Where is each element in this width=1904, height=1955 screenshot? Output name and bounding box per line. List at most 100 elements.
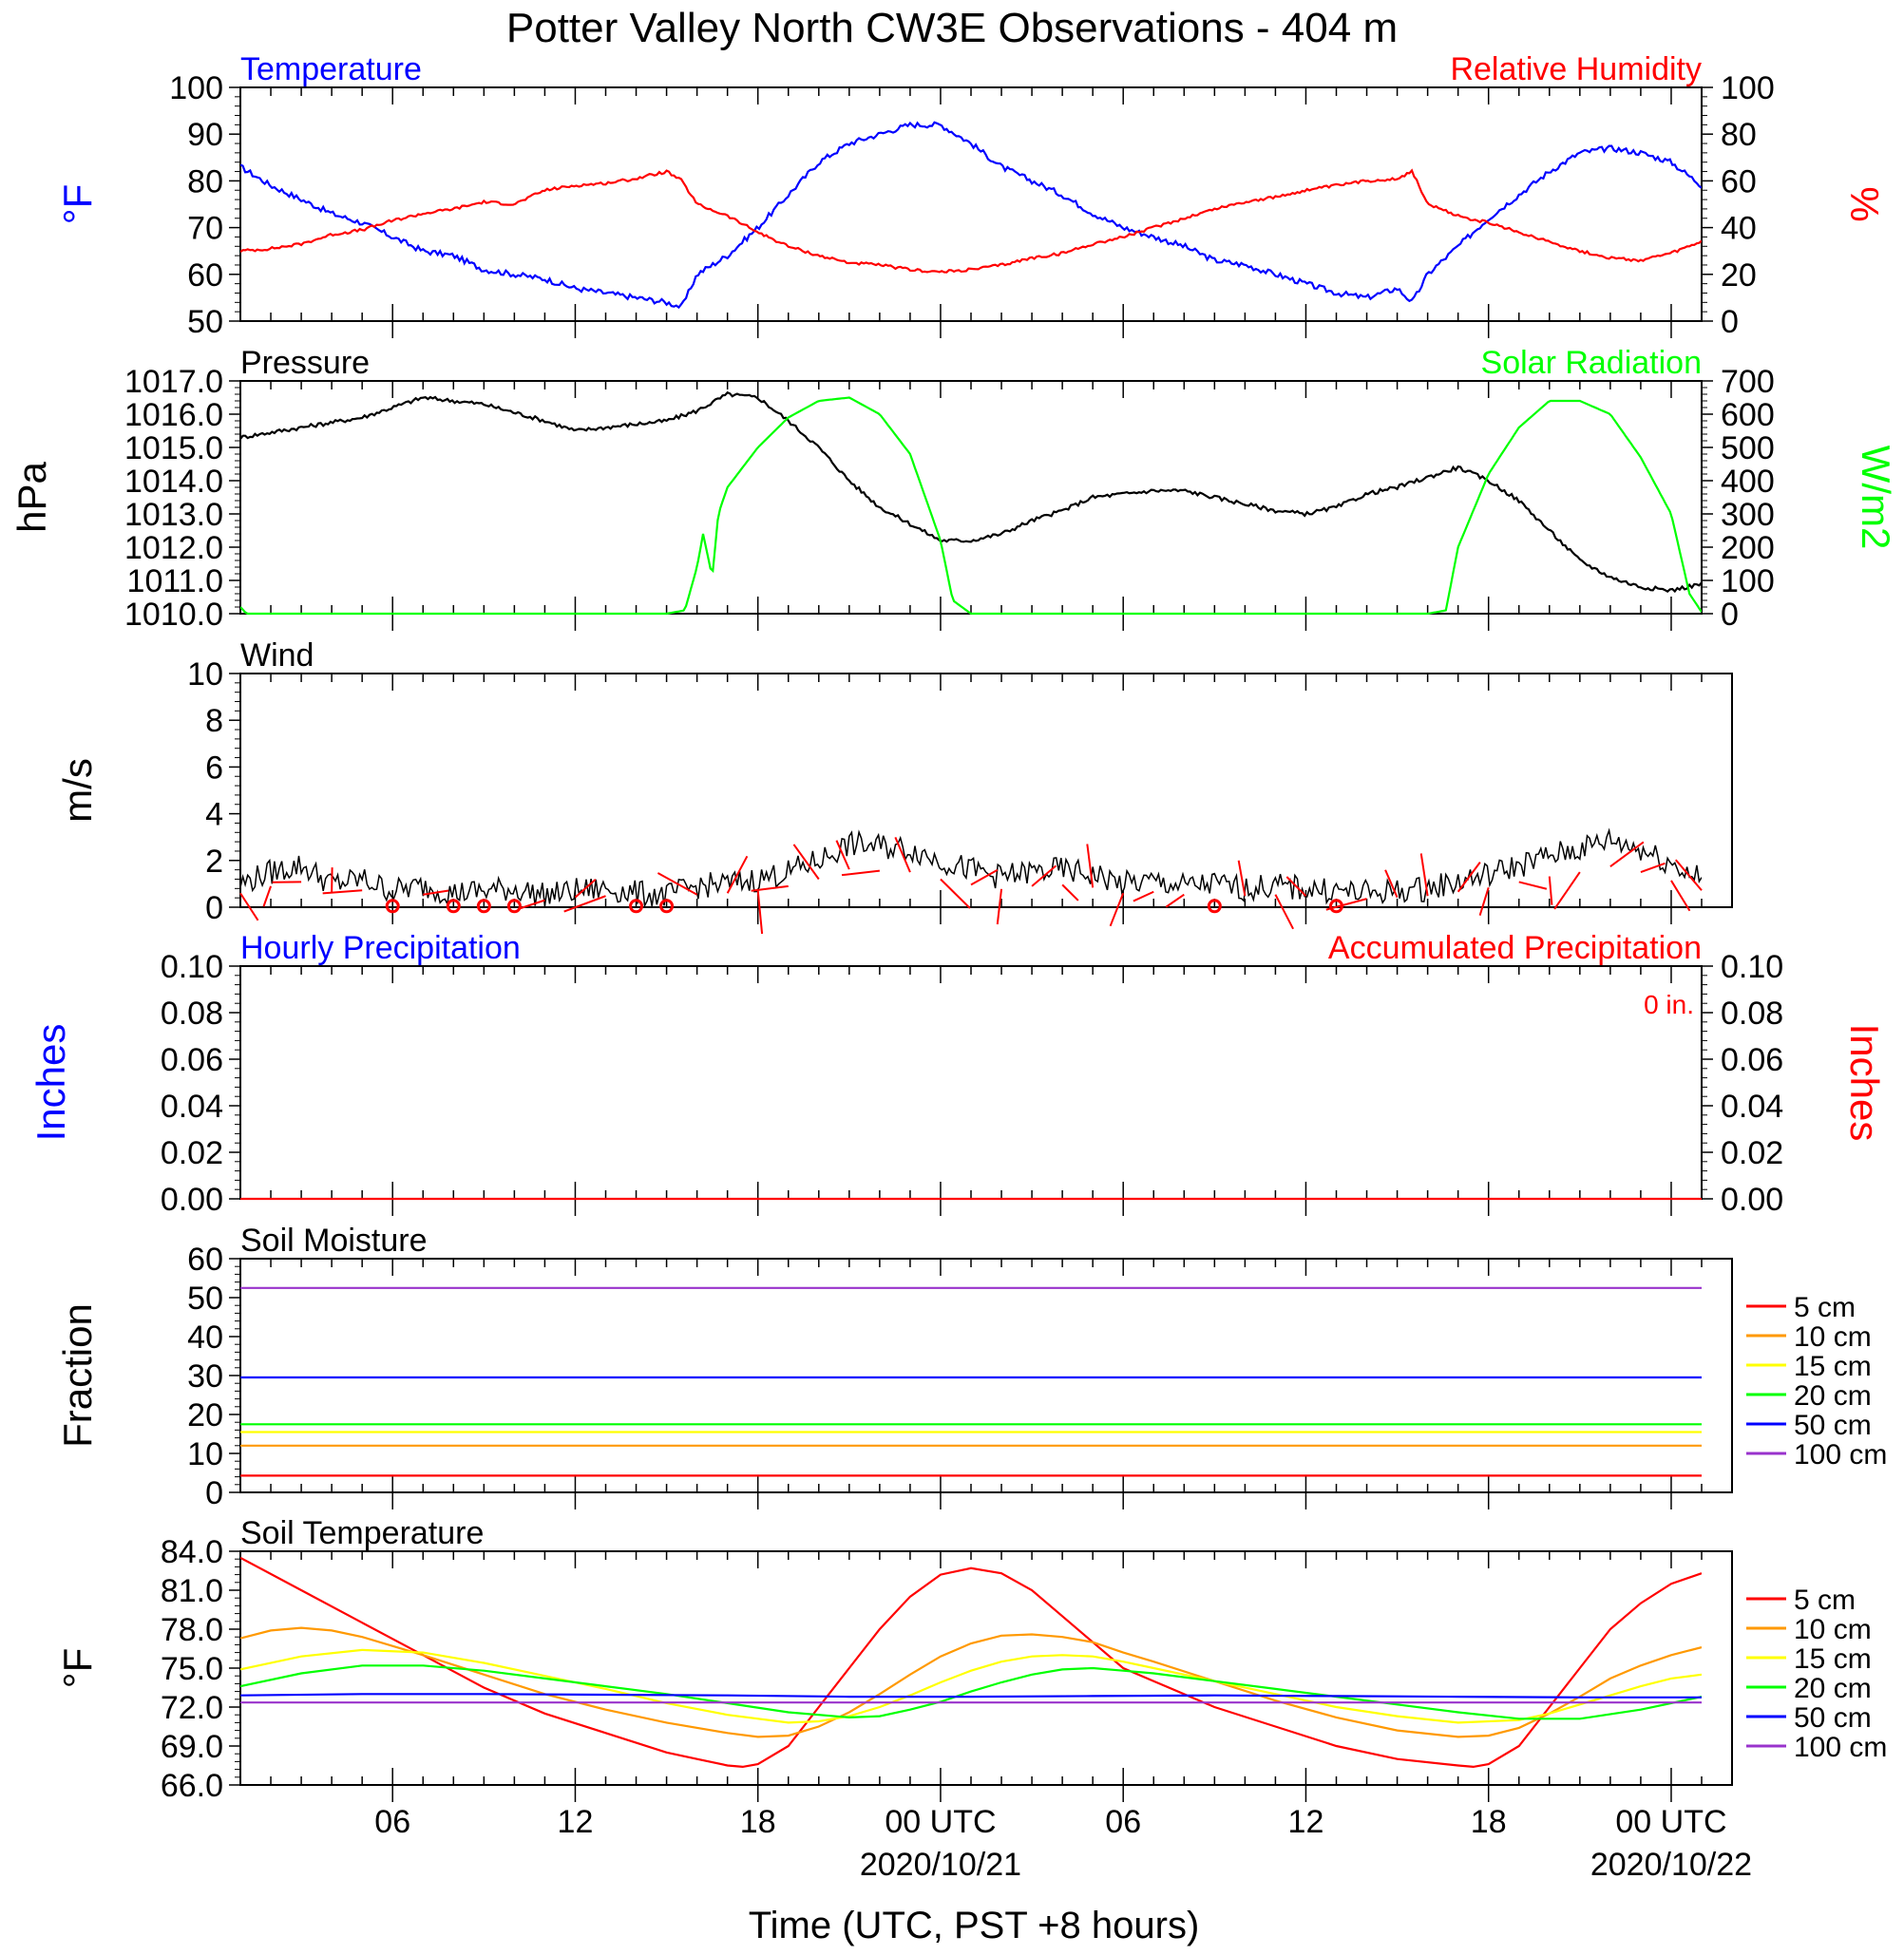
wind-barb: [322, 889, 363, 895]
y-tick-label-right: 0.00: [1721, 1182, 1783, 1218]
wind-barb: [1548, 876, 1553, 905]
panel-frame: [239, 965, 1703, 1200]
panel-title-left: Temperature: [240, 51, 422, 87]
wind-barb: [657, 872, 698, 896]
y-tick-label-left: 50: [187, 304, 223, 340]
wind-barb: [1384, 869, 1399, 899]
panel-1: 50 60 70 80 90 100 0 20 40 60 80 100 Temperature Rela…: [55, 51, 1887, 340]
legend-label: 100 cm: [1794, 1439, 1887, 1471]
wind-barb: [970, 868, 999, 886]
y-tick-label-right: 0.04: [1721, 1089, 1783, 1125]
accumulated-total-label: 0 in.: [1644, 990, 1694, 1019]
calm-wind-marker: [659, 899, 675, 914]
figure-title: Potter Valley North CW3E Observations - …: [506, 5, 1398, 51]
legend-label: 20 cm: [1794, 1380, 1872, 1412]
y-tick-label-right: 300: [1721, 497, 1775, 533]
y-tick-label-left: 1016.0: [124, 397, 223, 433]
y-tick-label-left: 8: [205, 703, 223, 739]
y-tick-label-right: 0.02: [1721, 1135, 1783, 1171]
y-tick-label-left: 50: [187, 1281, 223, 1317]
y-axis-label-left: °F: [55, 184, 100, 224]
y-tick-label-right: 0: [1721, 304, 1739, 340]
wind-barb: [423, 889, 449, 896]
y-tick-label-right: 600: [1721, 397, 1775, 433]
legend-label: 50 cm: [1794, 1702, 1872, 1734]
y-axis-label-left: hPa: [10, 461, 54, 532]
y-tick-label-right: 0.08: [1721, 996, 1783, 1032]
y-tick-label-left: 0.08: [161, 996, 223, 1032]
y-tick-label-left: 10: [187, 1436, 223, 1472]
y-tick-label-left: 100: [169, 70, 223, 106]
wind-barb: [1086, 844, 1095, 888]
wind-barb: [1133, 890, 1154, 902]
wind-barb: [894, 836, 911, 873]
series-line-20-cm: [240, 1664, 1702, 1720]
y-tick-label-left: 10: [187, 656, 223, 693]
x-tick-label: 06: [374, 1804, 410, 1840]
y-tick-label-left: 81.0: [161, 1573, 223, 1609]
y-axis-label-right: Inches: [1842, 1024, 1887, 1142]
panel-2: 1010.01011.01012.01013.01014.01015.01016…: [10, 345, 1898, 633]
y-tick-label-left: 0.00: [161, 1182, 223, 1218]
panel-title-left: Soil Temperature: [240, 1515, 484, 1551]
x-tick-label: 12: [1288, 1804, 1324, 1840]
y-tick-label-right: 40: [1721, 211, 1757, 247]
calm-wind-marker: [1207, 899, 1222, 914]
series-line-1: [240, 390, 1702, 594]
wind-barb: [1061, 883, 1079, 902]
y-tick-label-left: 70: [187, 211, 223, 247]
y-tick-label-left: 0.10: [161, 949, 223, 985]
panel-title-left: Wind: [240, 637, 314, 674]
wind-barb: [940, 878, 971, 909]
calm-wind-marker: [446, 899, 461, 914]
y-tick-label-left: 84.0: [161, 1534, 223, 1570]
wind-barb: [1478, 887, 1490, 917]
wind-barb: [239, 892, 259, 921]
y-tick-label-left: 1015.0: [124, 430, 223, 466]
wind-barb: [1109, 892, 1125, 927]
y-axis-label-right: W/m2: [1854, 446, 1898, 550]
y-tick-label-left: 0: [205, 1475, 223, 1511]
calm-wind-marker: [476, 899, 491, 914]
wind-barb: [262, 885, 272, 907]
wind-barb: [835, 840, 850, 870]
panel-frame: [239, 86, 1703, 322]
x-date-label: 2020/10/22: [1590, 1847, 1752, 1883]
legend-label: 15 cm: [1794, 1351, 1872, 1382]
time-axis: 06 12 18 00 UTC 06 12 18 00 UTC 2020/10/21 2020/1…: [374, 1785, 1752, 1883]
y-tick-label-left: 78.0: [161, 1612, 223, 1648]
legend-label: 5 cm: [1794, 1292, 1856, 1323]
panel-frame: [239, 1258, 1733, 1493]
legend-label: 20 cm: [1794, 1673, 1872, 1704]
x-tick-label: 06: [1105, 1804, 1141, 1840]
y-tick-label-left: 6: [205, 750, 223, 786]
wind-barb: [1274, 894, 1294, 930]
plot-area: [240, 121, 1702, 310]
y-tick-label-right: 0.06: [1721, 1042, 1783, 1078]
y-tick-label-left: 1014.0: [124, 464, 223, 500]
legend-label: 50 cm: [1794, 1410, 1872, 1441]
series-line-50-cm: [240, 1693, 1702, 1699]
y-tick-label-right: 200: [1721, 530, 1775, 566]
series-line-2: [240, 396, 1702, 616]
y-tick-label-right: 80: [1721, 117, 1757, 153]
wind-barb: [574, 879, 597, 899]
legend-label: 10 cm: [1794, 1614, 1872, 1645]
series-line-1: [240, 121, 1702, 310]
y-tick-label-left: 0.04: [161, 1089, 223, 1125]
wind-barb: [792, 844, 820, 881]
panel-title-right: Solar Radiation: [1481, 345, 1702, 381]
y-tick-label-left: 66.0: [161, 1768, 223, 1804]
y-tick-label-right: 500: [1721, 430, 1775, 466]
y-tick-label-left: 1011.0: [127, 563, 223, 599]
panel-frame: [239, 380, 1703, 615]
panel-title-right: Accumulated Precipitation: [1328, 930, 1702, 966]
wind-barb: [996, 888, 1003, 925]
wind-barb: [1237, 860, 1247, 897]
panel-title-left: Pressure: [240, 345, 370, 381]
wind-barb: [1419, 853, 1429, 897]
wind-barb: [1670, 880, 1691, 912]
wind-barb: [1553, 871, 1581, 910]
